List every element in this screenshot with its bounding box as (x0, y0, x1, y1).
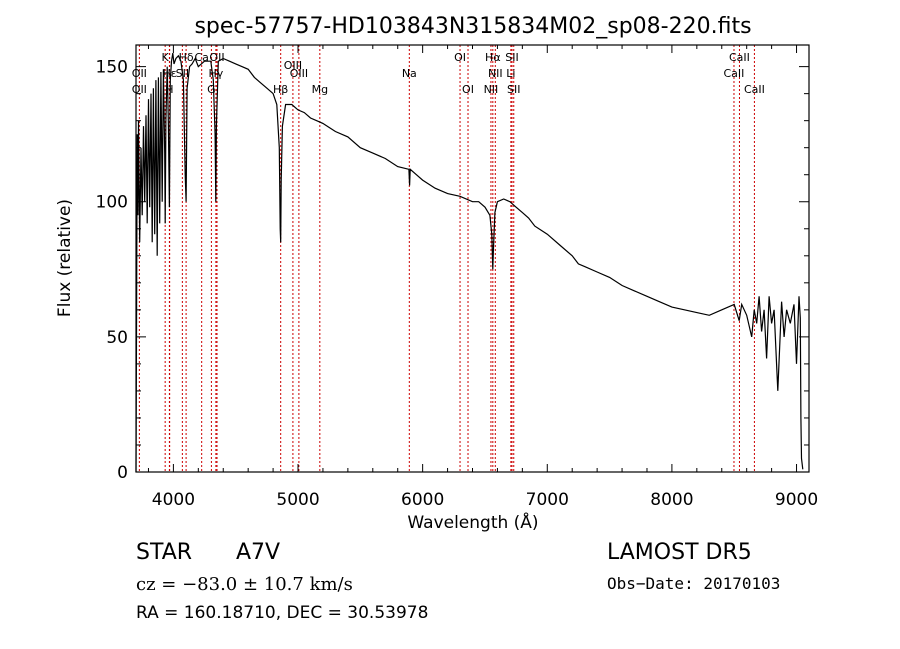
y-axis-label: Flux (relative) (55, 199, 75, 317)
line-label: K (162, 51, 170, 64)
survey-name: LAMOST DR5 (607, 540, 752, 565)
x-tick-label: 4000 (152, 490, 195, 510)
redshift-cz: cz = −83.0 ± 10.7 km/s (136, 574, 353, 595)
object-class: STAR (136, 540, 193, 565)
spectrum-line (135, 53, 804, 473)
line-label: NII (484, 83, 499, 96)
line-label: OII (132, 67, 147, 80)
line-label: OI (454, 51, 466, 64)
line-label: Mg (312, 83, 328, 96)
line-label: SII (507, 83, 520, 96)
plot-frame (135, 44, 810, 473)
line-label: Hα (485, 51, 501, 64)
object-subclass: A7V (236, 540, 281, 565)
x-tick-label: 8000 (650, 490, 693, 510)
line-label: Hε (163, 67, 177, 80)
line-label: OIII (290, 67, 308, 80)
y-axis: 0 50 100 150 (96, 58, 809, 483)
line-label: CaII (724, 67, 745, 80)
line-label: OIII (284, 59, 302, 72)
line-label: Hδ (179, 51, 194, 64)
y-tick-label: 150 (96, 58, 128, 78)
line-label: Hγ (208, 67, 223, 80)
line-label: CaII (744, 83, 765, 96)
x-tick-label: 6000 (401, 490, 444, 510)
x-axis-label: Wavelength (Å) (407, 511, 538, 533)
y-tick-label: 0 (117, 463, 128, 483)
line-label: Ca (194, 51, 208, 64)
line-label: Na (402, 67, 417, 80)
coordinates: RA = 160.18710, DEC = 30.53978 (136, 603, 429, 623)
x-axis: 4000 5000 6000 7000 8000 9000 (147, 45, 818, 510)
line-label: OII (209, 51, 224, 64)
line-label: Hβ (273, 83, 288, 96)
line-label: Li (506, 67, 515, 80)
x-tick-label: 5000 (276, 490, 319, 510)
line-label: H (165, 83, 173, 96)
line-label: G (207, 83, 216, 96)
chart-title: spec-57757-HD103843N315834M02_sp08-220.f… (194, 14, 751, 39)
observation-date: Obs−Date: 20170103 (607, 574, 781, 593)
line-label: SII (176, 67, 189, 80)
line-label: CaII (729, 51, 750, 64)
line-label: NII (488, 67, 503, 80)
spectral-line-markers (138, 45, 755, 472)
line-label: OI (462, 83, 474, 96)
x-tick-label: 9000 (775, 490, 818, 510)
line-label: SII (505, 51, 518, 64)
x-tick-label: 7000 (526, 490, 569, 510)
y-tick-label: 50 (106, 328, 128, 348)
y-tick-label: 100 (96, 193, 128, 213)
